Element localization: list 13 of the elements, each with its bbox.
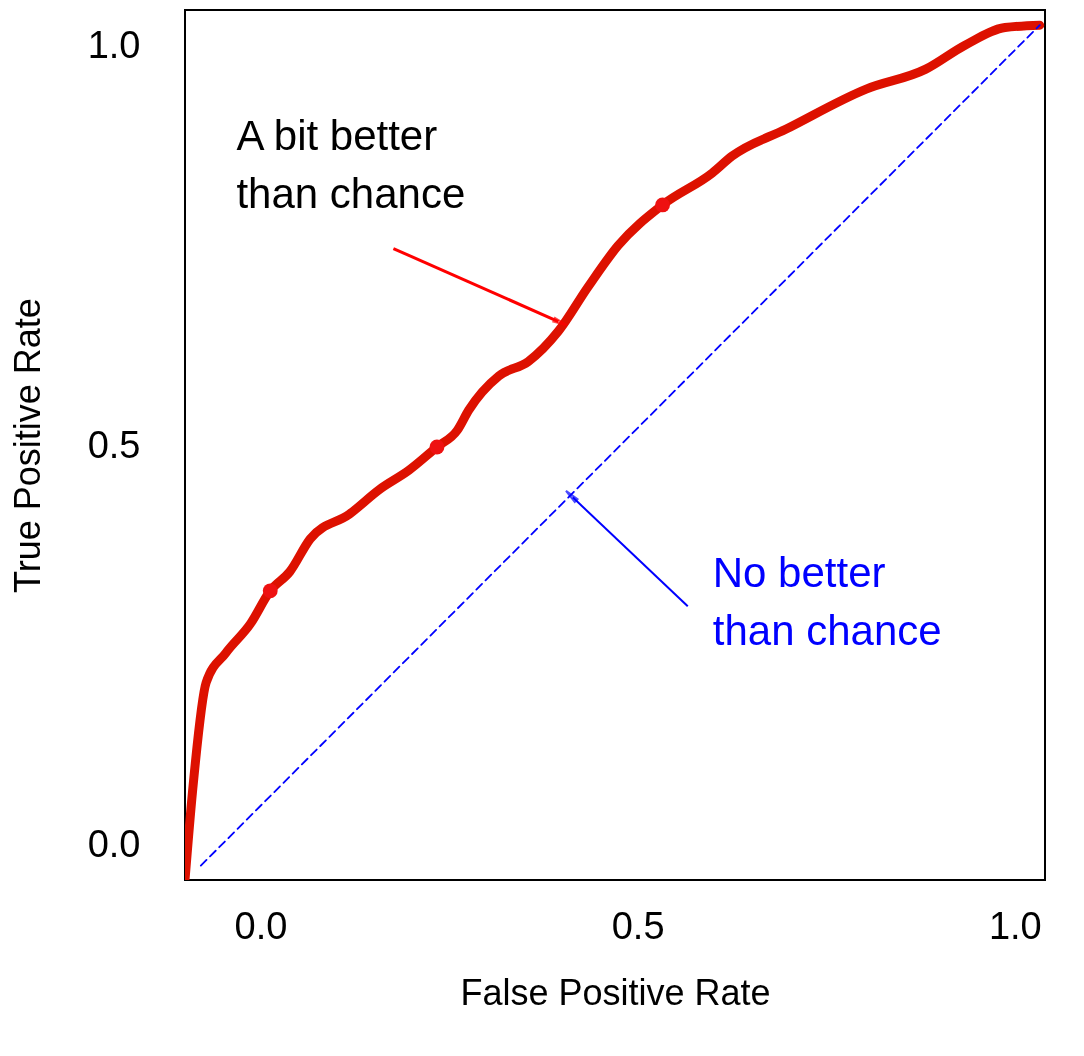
y-tick-label: 0.0 [87, 823, 141, 866]
y-tick-label: 1.0 [87, 24, 141, 67]
point [655, 197, 670, 213]
annotation: No better than chance [712, 549, 942, 655]
x-axis-title: False Positive Rate [460, 971, 771, 1013]
point [262, 583, 278, 599]
y-tick-label: 0.5 [87, 423, 141, 466]
point [429, 439, 445, 455]
annotation: A bit better than chance [236, 111, 466, 217]
y-axis-title: True Positive Rate [6, 298, 48, 593]
x-tick-label: 0.0 [234, 904, 288, 947]
x-tick-label: 1.0 [988, 904, 1042, 947]
x-tick-label: 0.5 [611, 904, 665, 947]
